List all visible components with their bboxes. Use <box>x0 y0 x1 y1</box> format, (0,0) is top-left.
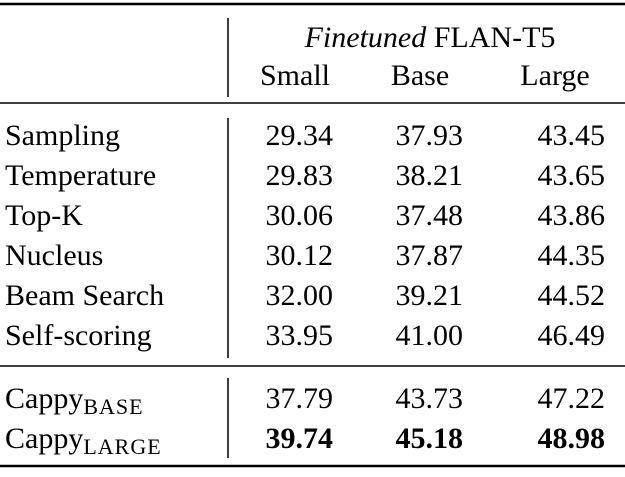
column-header: Base <box>391 59 449 92</box>
model-name: Cappy <box>5 382 83 415</box>
column-header: Small <box>260 59 330 92</box>
cell: 48.98 <box>538 422 606 455</box>
row-label: Top-K <box>5 199 83 232</box>
row-label: CappyLARGE <box>5 422 162 459</box>
cell: 29.83 <box>266 159 334 192</box>
cell: 38.21 <box>396 159 464 192</box>
row-label: Beam Search <box>5 279 164 312</box>
cell: 30.12 <box>266 239 334 272</box>
cell: 32.00 <box>266 279 334 312</box>
column-header: Large <box>520 59 589 92</box>
cell: 45.18 <box>396 422 464 455</box>
cell: 43.65 <box>538 159 606 192</box>
cell: 37.48 <box>396 199 464 232</box>
group-header: Finetuned FLAN-T5 <box>304 21 556 54</box>
cell: 43.86 <box>538 199 606 232</box>
cell: 30.06 <box>266 199 334 232</box>
cell: 37.87 <box>396 239 464 272</box>
group-emphasis: Finetuned <box>304 21 428 54</box>
row-label: Self-scoring <box>5 319 152 352</box>
cell: 47.22 <box>538 382 606 415</box>
group-title: FLAN-T5 <box>434 21 556 54</box>
cell: 33.95 <box>266 319 334 352</box>
cell: 43.73 <box>396 382 464 415</box>
row-label: CappyBASE <box>5 382 144 419</box>
cell: 44.35 <box>538 239 606 272</box>
model-size: BASE <box>83 394 143 419</box>
row-label: Sampling <box>5 119 120 152</box>
cell: 37.79 <box>266 382 334 415</box>
row-label: Temperature <box>5 159 156 192</box>
cell: 41.00 <box>396 319 464 352</box>
cell: 46.49 <box>538 319 606 352</box>
cell: 37.93 <box>396 119 464 152</box>
cell: 43.45 <box>538 119 606 152</box>
cell: 44.52 <box>538 279 606 312</box>
cell: 39.21 <box>396 279 464 312</box>
model-name: Cappy <box>5 422 83 455</box>
model-size: LARGE <box>83 434 161 459</box>
row-label: Nucleus <box>5 239 103 272</box>
cell: 39.74 <box>266 422 334 455</box>
cell: 29.34 <box>266 119 334 152</box>
